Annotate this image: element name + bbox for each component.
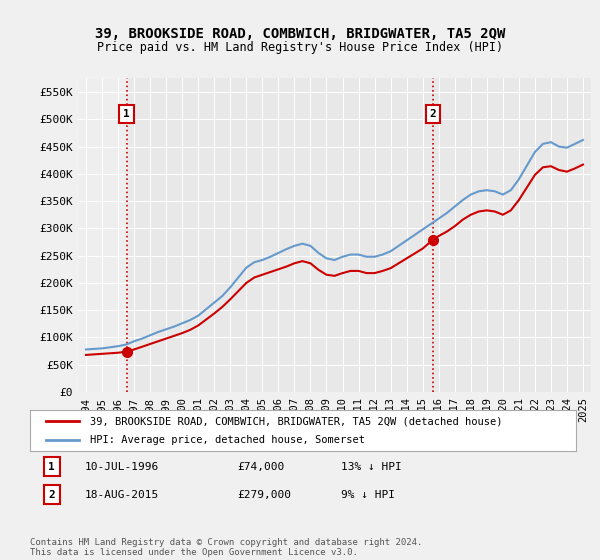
Text: 10-JUL-1996: 10-JUL-1996 [85,461,159,472]
Text: 2: 2 [430,109,436,119]
Text: 1: 1 [123,109,130,119]
Text: 13% ↓ HPI: 13% ↓ HPI [341,461,402,472]
Text: Price paid vs. HM Land Registry's House Price Index (HPI): Price paid vs. HM Land Registry's House … [97,41,503,54]
Text: 39, BROOKSIDE ROAD, COMBWICH, BRIDGWATER, TA5 2QW (detached house): 39, BROOKSIDE ROAD, COMBWICH, BRIDGWATER… [90,417,503,426]
Text: £74,000: £74,000 [238,461,285,472]
Text: 2: 2 [49,490,55,500]
Bar [78,78,127,392]
Text: Contains HM Land Registry data © Crown copyright and database right 2024.
This d: Contains HM Land Registry data © Crown c… [30,538,422,557]
Text: 18-AUG-2015: 18-AUG-2015 [85,490,159,500]
Text: HPI: Average price, detached house, Somerset: HPI: Average price, detached house, Some… [90,435,365,445]
Text: 1: 1 [49,461,55,472]
Text: 9% ↓ HPI: 9% ↓ HPI [341,490,395,500]
Text: 39, BROOKSIDE ROAD, COMBWICH, BRIDGWATER, TA5 2QW: 39, BROOKSIDE ROAD, COMBWICH, BRIDGWATER… [95,27,505,41]
Text: £279,000: £279,000 [238,490,292,500]
